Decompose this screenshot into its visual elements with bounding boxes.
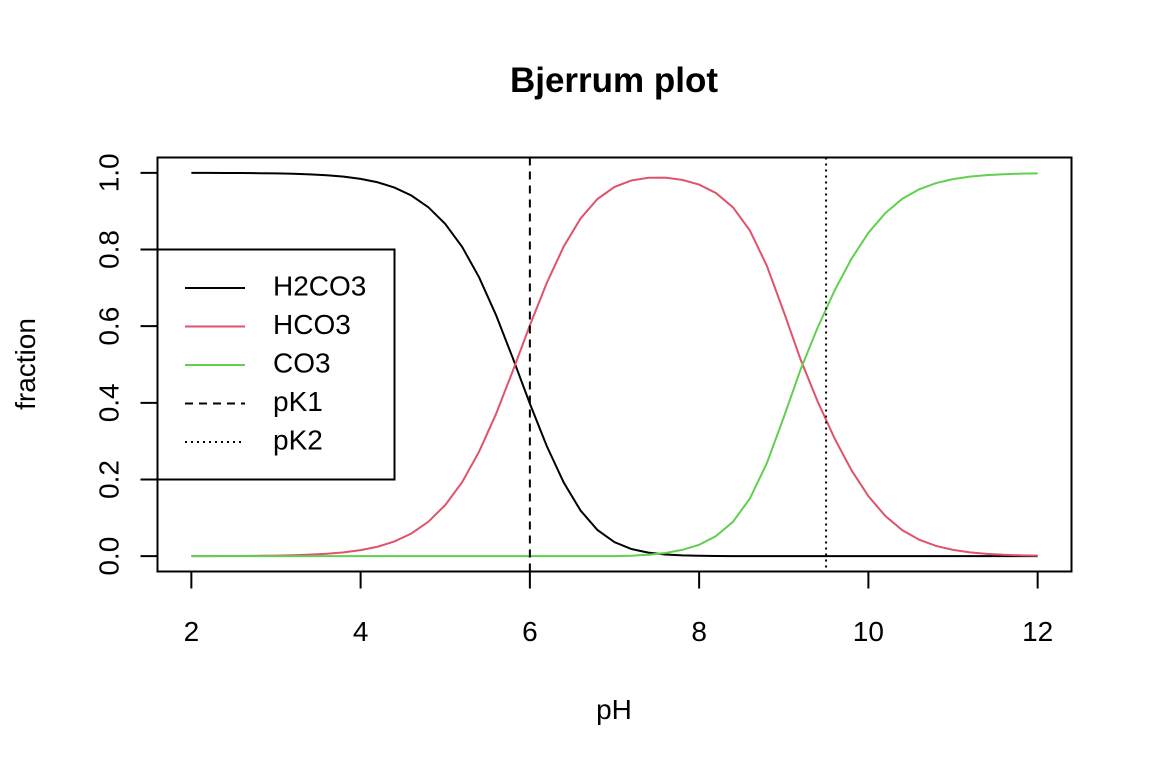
x-axis-label: pH [596,694,632,725]
x-tick-label: 4 [353,616,369,647]
x-tick-label: 10 [853,616,884,647]
series-line-co3 [191,172,1038,558]
x-tick-label: 2 [184,616,200,647]
legend-label-pk1: pK1 [273,386,323,417]
series-line-h2co3 [191,171,1038,558]
legend-label-h2co3: H2CO3 [273,270,366,301]
y-tick-label: 0.4 [93,383,124,422]
x-axis: 2 4 6 8 10 12 [184,570,1053,647]
y-axis-label: fraction [10,318,41,410]
y-tick-label: 0.8 [93,230,124,269]
legend: H2CO3 HCO3 CO3 pK1 pK2 [156,248,396,481]
y-axis: 0.0 0.2 0.4 0.6 0.8 1.0 [93,153,159,576]
y-tick-label: 0.2 [93,460,124,499]
chart-title: Bjerrum plot [510,61,718,100]
y-tick-label: 0.0 [93,537,124,576]
plot-lines [191,157,1038,572]
x-tick-label: 6 [522,616,538,647]
y-tick-label: 1.0 [93,153,124,192]
series-line-hco3 [191,176,1038,558]
legend-label-co3: CO3 [273,347,331,378]
y-tick-label: 0.6 [93,307,124,346]
x-tick-label: 12 [1022,616,1053,647]
x-tick-label: 8 [691,616,707,647]
legend-label-hco3: HCO3 [273,309,351,340]
legend-label-pk2: pK2 [273,424,323,455]
